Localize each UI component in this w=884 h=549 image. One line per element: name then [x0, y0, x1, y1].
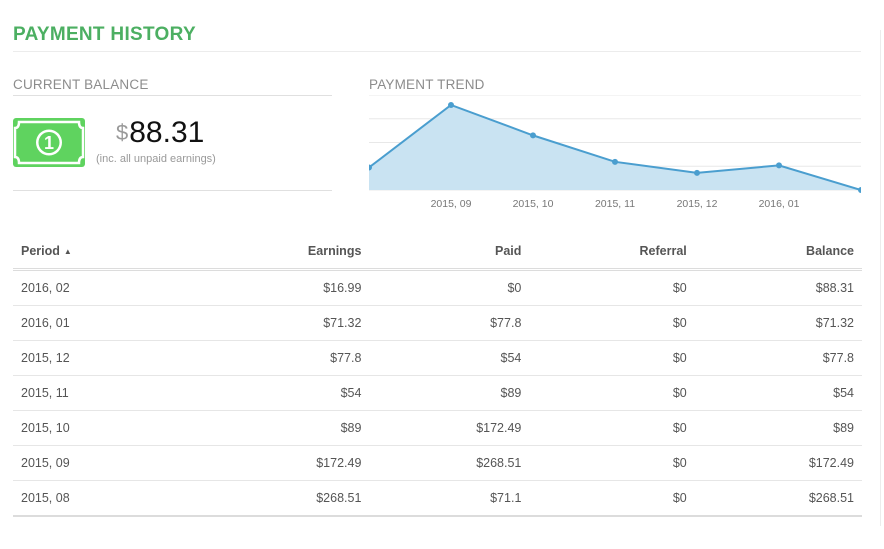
column-header-label: Earnings [307, 244, 362, 258]
cell-earnings: $54 [187, 375, 370, 411]
bill-value: 1 [44, 133, 54, 153]
sort-ascending-icon[interactable]: ▲ [63, 247, 72, 256]
payment-trend-label: PAYMENT TREND [369, 77, 485, 92]
table-row: 2015, 12 $77.8 $54 $0 $77.8 [13, 340, 862, 376]
column-header-label: Period [21, 244, 60, 258]
trend-point[interactable] [448, 101, 454, 108]
cell-period: 2015, 10 [13, 410, 188, 446]
balance-value: 88.31 [129, 116, 205, 149]
table-row: 2016, 01 $71.32 $77.8 $0 $71.32 [13, 305, 862, 341]
cell-period: 2016, 02 [13, 269, 188, 306]
current-balance-bottom-divider [13, 190, 332, 191]
trend-point[interactable] [530, 132, 536, 139]
cell-balance: $77.8 [694, 340, 862, 376]
column-header-paid[interactable]: Paid [369, 234, 530, 271]
cell-balance: $54 [694, 375, 862, 411]
cell-balance: $88.31 [694, 269, 862, 306]
current-balance-label: CURRENT BALANCE [13, 77, 149, 92]
cell-paid: $89 [369, 375, 530, 411]
cell-balance: $172.49 [694, 445, 862, 481]
cell-referral: $0 [529, 375, 695, 411]
trend-point[interactable] [369, 164, 372, 171]
cell-referral: $0 [529, 340, 695, 376]
column-header-label: Balance [806, 244, 854, 258]
cell-paid: $172.49 [369, 410, 530, 446]
cell-earnings: $268.51 [187, 480, 370, 517]
cell-balance: $71.32 [694, 305, 862, 341]
cell-referral: $0 [529, 480, 695, 517]
cell-paid: $71.1 [369, 480, 530, 517]
cell-earnings: $172.49 [187, 445, 370, 481]
cell-balance: $268.51 [694, 480, 862, 517]
trend-area [369, 104, 861, 190]
table-header-row: Period ▲ Earnings Paid Referral Balance [13, 234, 862, 271]
table-row: 2015, 11 $54 $89 $0 $54 [13, 375, 862, 411]
cell-paid: $54 [369, 340, 530, 376]
cell-paid: $77.8 [369, 305, 530, 341]
table-row: 2015, 10 $89 $172.49 $0 $89 [13, 410, 862, 446]
cell-period: 2015, 08 [13, 480, 188, 517]
cell-earnings: $71.32 [187, 305, 370, 341]
cell-period: 2015, 12 [13, 340, 188, 376]
balance-note: (inc. all unpaid earnings) [96, 153, 216, 165]
dollar-bill-icon: 1 [13, 118, 85, 167]
cell-earnings: $16.99 [187, 269, 370, 306]
cell-earnings: $89 [187, 410, 370, 446]
x-tick-label: 2015, 11 [595, 198, 635, 210]
cell-earnings: $77.8 [187, 340, 370, 376]
page-title: PAYMENT HISTORY [13, 24, 196, 45]
table-row: 2015, 08 $268.51 $71.1 $0 $268.51 [13, 480, 862, 517]
x-tick-label: 2016, 01 [759, 198, 800, 210]
panel-right-border [880, 30, 881, 526]
currency-symbol: $ [116, 120, 129, 145]
column-header-earnings[interactable]: Earnings [187, 234, 370, 271]
trend-point[interactable] [612, 158, 618, 165]
column-header-label: Paid [494, 244, 522, 258]
cell-referral: $0 [529, 445, 695, 481]
title-divider [13, 51, 861, 52]
cell-referral: $0 [529, 305, 695, 341]
cell-referral: $0 [529, 410, 695, 446]
table-row: 2015, 09 $172.49 $268.51 $0 $172.49 [13, 445, 862, 481]
cell-balance: $89 [694, 410, 862, 446]
column-header-label: Referral [639, 244, 687, 258]
cell-period: 2015, 11 [13, 375, 188, 411]
cell-paid: $268.51 [369, 445, 530, 481]
trend-point[interactable] [776, 162, 782, 169]
column-header-period[interactable]: Period ▲ [13, 234, 188, 271]
column-header-balance[interactable]: Balance [694, 234, 862, 271]
payment-trend-svg: 2015, 09 2015, 10 2015, 11 2015, 12 2016, 01 [369, 95, 861, 210]
cell-paid: $0 [369, 269, 530, 306]
table-body: 2016, 02 $16.99 $0 $0 $88.31 2016, 01 $71.32 $7… [13, 269, 862, 517]
table-row: 2016, 02 $16.99 $0 $0 $88.31 [13, 269, 862, 306]
trend-point[interactable] [858, 187, 861, 193]
cell-period: 2015, 09 [13, 445, 188, 481]
x-tick-label: 2015, 12 [677, 198, 718, 210]
payment-history-table: Period ▲ Earnings Paid Referral Balance 2016,… [13, 234, 862, 517]
column-header-referral[interactable]: Referral [529, 234, 695, 271]
cell-referral: $0 [529, 269, 695, 306]
x-tick-label: 2015, 09 [431, 198, 472, 210]
payment-trend-chart: 2015, 09 2015, 10 2015, 11 2015, 12 2016, 01 [369, 95, 861, 213]
cell-period: 2016, 01 [13, 305, 188, 341]
trend-point[interactable] [694, 169, 700, 176]
balance-amount: $88.31 [116, 116, 204, 150]
x-tick-label: 2015, 10 [513, 198, 554, 210]
current-balance-divider [13, 95, 332, 96]
